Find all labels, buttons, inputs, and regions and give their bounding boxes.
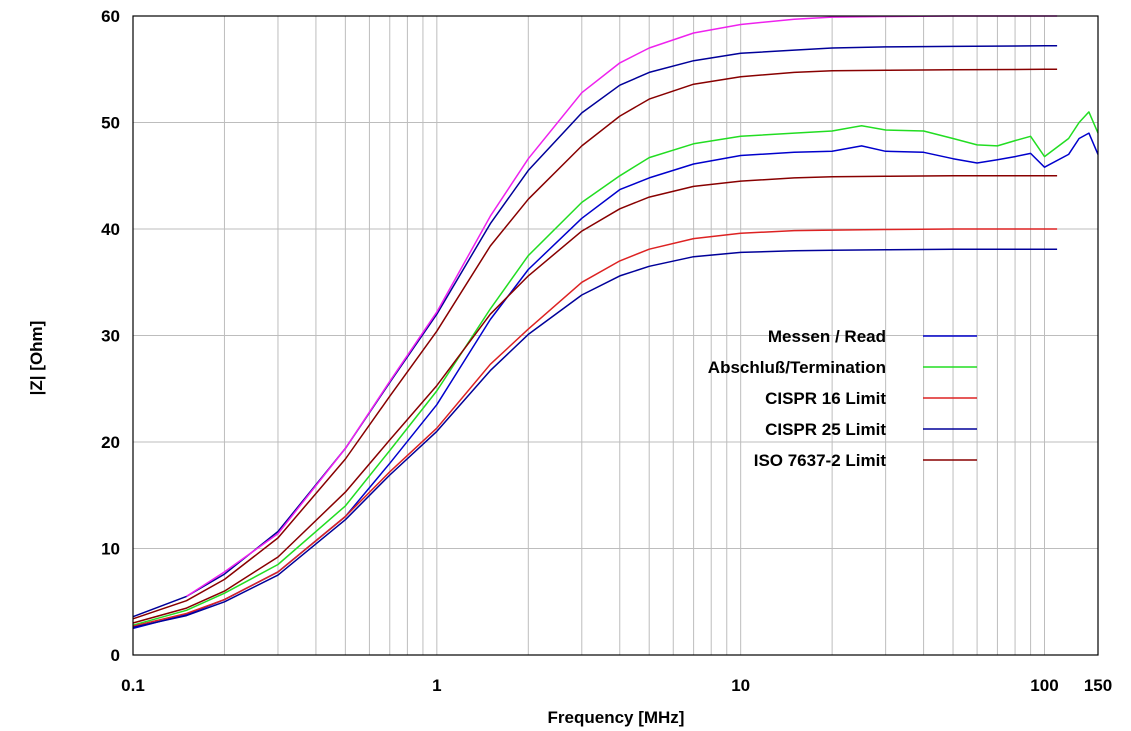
x-tick-label: 10 [731,676,750,695]
legend-label: ISO 7637-2 Limit [754,451,887,470]
y-tick-label: 30 [101,327,120,346]
series-line-iso-7637-2-limit [132,175,1058,624]
series-line-limit-curve-5 [132,68,1058,620]
x-tick-label: 100 [1030,676,1058,695]
plot-frame [132,15,1099,656]
series-line-cispr-25-limit [132,248,1058,629]
y-tick-label: 20 [101,433,120,452]
legend-label: Abschluß/Termination [708,358,886,377]
y-tick-label: 10 [101,540,120,559]
series-line-messen-read [132,132,1099,630]
legend-label: Messen / Read [768,327,886,346]
series-line-cispr-16-limit [132,228,1058,627]
y-tick-label: 60 [101,7,120,26]
series-line-abschlu-termination [132,111,1099,626]
y-tick-label: 0 [111,646,120,665]
series-layer [132,15,1099,630]
x-tick-label: 0.1 [121,676,145,695]
y-tick-label: 40 [101,220,120,239]
x-tick-label: 1 [432,676,441,695]
legend-label: CISPR 25 Limit [765,420,886,439]
x-axis-title: Frequency [MHz] [548,708,685,727]
x-tick-label: 150 [1084,676,1112,695]
grid [133,16,1098,655]
legend-label: CISPR 16 Limit [765,389,886,408]
y-axis-title: |Z| [Ohm] [27,321,46,396]
series-line-limit-curve-6 [132,45,1058,618]
legend: Messen / Read Abschluß/Termination CISPR 1… [708,327,977,470]
y-tick-label: 50 [101,114,120,133]
tick-labels: 0.1 1 10 100 150 0 10 20 30 40 50 60 [101,7,1112,695]
